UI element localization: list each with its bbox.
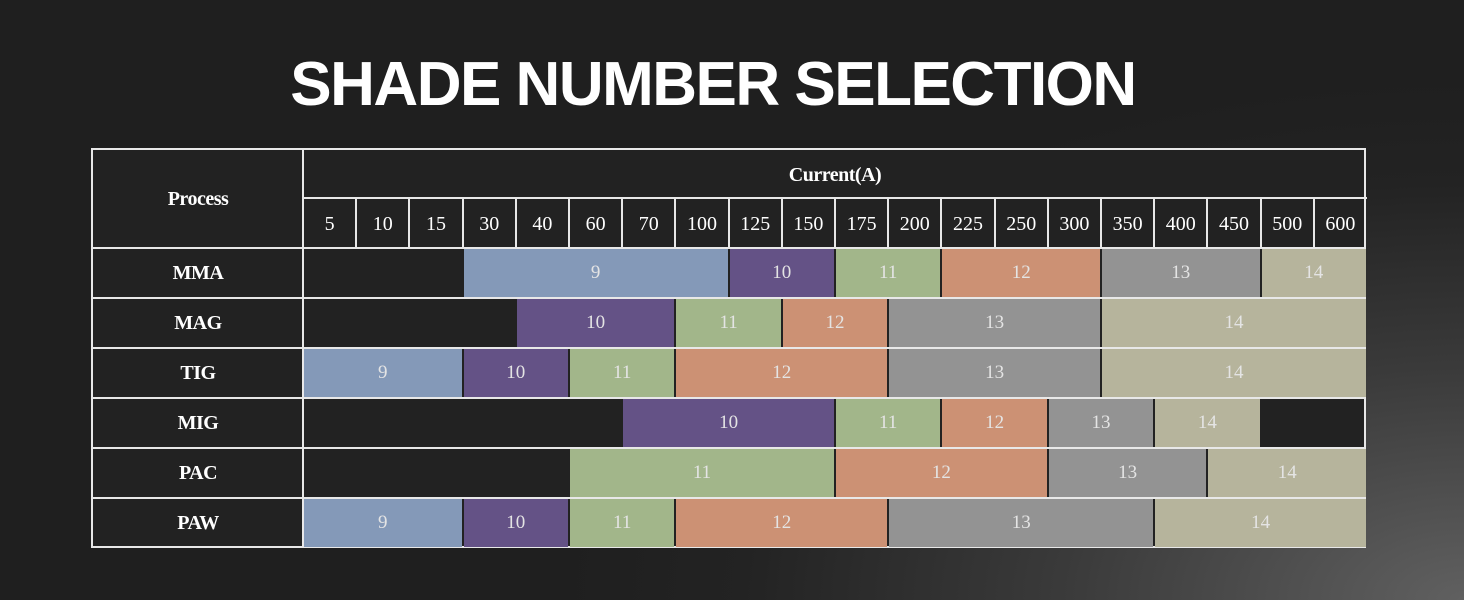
shade-bar-13: 13 — [889, 299, 1100, 347]
row-divider — [93, 347, 1364, 349]
shade-bar-11: 11 — [570, 499, 675, 547]
process-label-paw: PAW — [177, 512, 219, 534]
shade-bar-12: 12 — [942, 399, 1047, 447]
column-divider — [1312, 198, 1315, 248]
shade-bar-10: 10 — [463, 499, 568, 547]
shade-bar-11: 11 — [570, 349, 675, 397]
shade-bar-13: 13 — [889, 349, 1100, 397]
column-divider — [1206, 198, 1209, 248]
shade-bar-14: 14 — [1102, 349, 1366, 397]
shade-bar-11: 11 — [570, 449, 834, 497]
current-tick-label: 100 — [686, 213, 717, 235]
shade-bar-14: 14 — [1155, 399, 1260, 447]
column-divider — [355, 198, 358, 248]
current-tick-label: 500 — [1272, 213, 1303, 235]
shade-bar-12: 12 — [942, 249, 1100, 297]
shade-bar-10: 10 — [729, 249, 834, 297]
shade-selection-table: Process Current(A) 5 10 15 30 40 60 70 100 125 15… — [91, 148, 1367, 548]
shade-bar-12: 12 — [782, 299, 888, 347]
current-tick-label: 600 — [1325, 213, 1356, 235]
row-divider — [93, 297, 1364, 299]
shade-bar-14: 14 — [1261, 249, 1366, 297]
process-label-tig: TIG — [180, 362, 216, 384]
shade-bar-11: 11 — [676, 299, 781, 347]
shade-bar-10: 10 — [463, 349, 568, 397]
row-divider — [93, 497, 1364, 499]
process-label-pac: PAC — [178, 462, 218, 484]
current-tick-label: 350 — [1112, 213, 1143, 235]
current-tick-label: 450 — [1218, 213, 1249, 235]
current-tick-label: 225 — [952, 213, 983, 235]
shade-bar-14: 14 — [1208, 449, 1366, 497]
row-divider — [93, 447, 1364, 449]
column-divider — [940, 198, 943, 248]
column-divider — [408, 198, 411, 248]
shade-bar-11: 11 — [836, 249, 941, 297]
column-divider — [621, 198, 624, 248]
current-tick-label: 15 — [425, 213, 446, 235]
current-tick-label: 5 — [324, 213, 335, 235]
column-divider — [780, 198, 783, 248]
shade-bar-14: 14 — [1102, 299, 1366, 347]
shade-bar-9: 9 — [304, 349, 462, 397]
current-tick-label: 175 — [846, 213, 877, 235]
column-divider — [514, 198, 517, 248]
current-tick-label: 300 — [1059, 213, 1090, 235]
column-divider — [1100, 198, 1102, 248]
process-column-header: Process — [167, 188, 229, 210]
column-divider — [1046, 198, 1049, 248]
row-divider — [93, 397, 1364, 399]
column-divider — [1259, 198, 1262, 248]
column-divider — [993, 198, 996, 248]
current-tick-label: 30 — [479, 213, 500, 235]
current-tick-label: 70 — [638, 213, 659, 235]
shade-bar-11: 11 — [836, 399, 941, 447]
current-tick-label: 40 — [532, 213, 553, 235]
column-divider — [834, 198, 836, 248]
page-title: SHADE NUMBER SELECTION — [290, 50, 1137, 119]
column-divider — [461, 198, 464, 248]
shade-bar-10: 10 — [516, 299, 675, 347]
shade-bar-9: 9 — [463, 249, 728, 297]
current-tick-label: 150 — [793, 213, 824, 235]
column-divider — [727, 198, 730, 248]
current-tick-label: 10 — [372, 213, 393, 235]
column-divider — [568, 198, 570, 248]
shade-bar-12: 12 — [676, 499, 888, 547]
current-tick-label: 200 — [899, 213, 930, 235]
current-column-header: Current(A) — [788, 164, 882, 186]
process-label-mag: MAG — [174, 312, 222, 334]
column-divider — [887, 198, 890, 248]
process-label-mig: MIG — [177, 412, 219, 434]
current-tick-label: 400 — [1165, 213, 1196, 235]
shade-bar-13: 13 — [1048, 449, 1207, 497]
shade-bar-12: 12 — [676, 349, 888, 397]
shade-bar-14: 14 — [1155, 499, 1366, 547]
shade-bar-9: 9 — [304, 499, 462, 547]
shade-bar-13: 13 — [1102, 249, 1260, 297]
shade-bar-13: 13 — [889, 499, 1154, 547]
shade-bar-10: 10 — [623, 399, 834, 447]
shade-bar-13: 13 — [1048, 399, 1154, 447]
current-tick-label: 125 — [740, 213, 771, 235]
header-divider — [93, 247, 1364, 249]
current-tick-label: 60 — [585, 213, 606, 235]
shade-bar-12: 12 — [836, 449, 1047, 497]
process-label-mma: MMA — [172, 262, 224, 284]
column-divider — [1153, 198, 1156, 248]
current-tick-label: 250 — [1006, 213, 1037, 235]
column-divider — [674, 198, 677, 248]
